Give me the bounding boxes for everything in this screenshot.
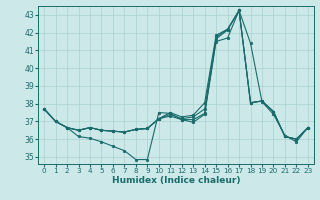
X-axis label: Humidex (Indice chaleur): Humidex (Indice chaleur) <box>112 176 240 185</box>
